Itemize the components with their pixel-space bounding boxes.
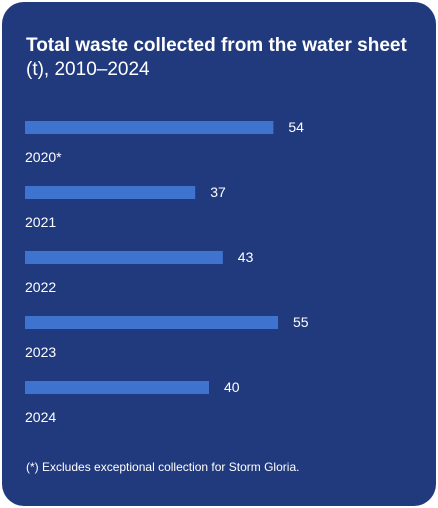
bar-2023 [25, 316, 278, 329]
bar-2022 [25, 251, 223, 264]
bar-value-label: 37 [210, 184, 226, 200]
category-label: 2021 [25, 214, 56, 230]
chart-footnote: (*) Excludes exceptional collection for … [26, 460, 300, 474]
bar-2021 [25, 186, 196, 199]
chart-title-unit: (t), 2010–2024 [26, 59, 150, 80]
bar-value-label: 55 [293, 314, 309, 330]
chart-title: Total waste collected from the water she… [26, 34, 416, 82]
chart-title-bold: Total waste collected from the water she… [26, 35, 407, 56]
bar-2024 [25, 381, 209, 394]
category-label: 2023 [25, 344, 56, 360]
category-label: 2024 [25, 409, 56, 425]
bar-value-label: 40 [224, 379, 240, 395]
category-label: 2020* [25, 149, 62, 165]
category-label: 2022 [25, 279, 56, 295]
bar-2020 [25, 121, 274, 134]
bar-value-label: 43 [238, 249, 254, 265]
bar-value-label: 54 [288, 119, 304, 135]
